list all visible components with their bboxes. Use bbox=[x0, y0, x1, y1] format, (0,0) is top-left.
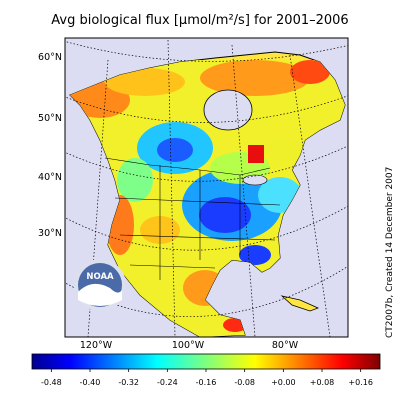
noaa-logo-text: NOAA bbox=[86, 272, 114, 282]
cuba bbox=[280, 295, 320, 312]
colorbar-tick-label: +0.08 bbox=[310, 378, 335, 387]
lat-label-30: 30°N bbox=[38, 228, 62, 239]
colorbar-tick-label: -0.16 bbox=[196, 378, 217, 387]
colorbar bbox=[31, 353, 381, 370]
colorbar-tick-label: -0.08 bbox=[234, 378, 255, 387]
colorbar-tick-label: -0.48 bbox=[41, 378, 62, 387]
colorbar-tick-label: -0.40 bbox=[80, 378, 101, 387]
colorbar-tick-label: -0.24 bbox=[157, 378, 178, 387]
great-lakes bbox=[242, 174, 268, 186]
noaa-logo: NOAA bbox=[74, 259, 126, 311]
colorbar-tick-label: +0.16 bbox=[348, 378, 373, 387]
colorbar-tick-label: -0.32 bbox=[118, 378, 139, 387]
map-frame bbox=[64, 37, 349, 338]
borders bbox=[104, 157, 281, 280]
map-title: Avg biological flux [μmol/m²/s] for 2001… bbox=[51, 13, 348, 28]
colorbar-tick-label: +0.00 bbox=[271, 378, 296, 387]
colorbar-ticks: -0.48 -0.40 -0.32 -0.24 -0.16 -0.08 +0.00 +0.08… bbox=[41, 369, 373, 387]
lat-label-60: 60°N bbox=[38, 52, 62, 63]
credit-text: CT2007b, Created 14 December 2007 bbox=[385, 167, 395, 338]
lat-label-50: 50°N bbox=[38, 113, 62, 124]
lon-label-120: 120°W bbox=[80, 340, 113, 351]
lon-label-80: 80°W bbox=[272, 340, 299, 351]
hudson-bay bbox=[203, 89, 253, 131]
lon-label-100: 100°W bbox=[172, 340, 205, 351]
lat-label-40: 40°N bbox=[38, 172, 62, 183]
